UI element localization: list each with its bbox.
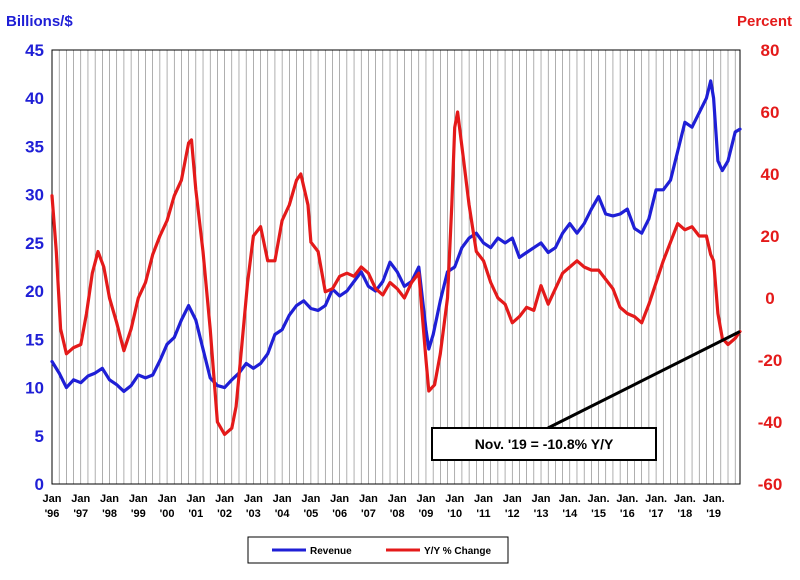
x-tick-label: Jan. — [588, 493, 610, 505]
series-line-yoy-change — [50, 110, 742, 436]
x-tick-label: Jan — [474, 493, 493, 505]
x-tick-label: '16 — [620, 508, 635, 520]
left-tick-label: 45 — [25, 41, 44, 60]
x-tick-label: '97 — [73, 508, 88, 520]
x-tick-label: Jan — [71, 493, 90, 505]
left-tick-label: 30 — [25, 186, 44, 205]
grid-lines — [58, 50, 736, 484]
right-tick-label: 60 — [761, 103, 780, 122]
x-tick-label: Jan — [445, 493, 464, 505]
right-tick-label: -20 — [758, 351, 783, 370]
x-tick-label: '09 — [419, 508, 434, 520]
x-tick-label: Jan — [503, 493, 522, 505]
legend: Revenue Y/Y % Change — [247, 536, 509, 564]
left-axis-ticks: 45 40 35 30 25 20 15 10 5 0 — [25, 41, 44, 494]
x-tick-label: Jan — [416, 493, 435, 505]
x-tick-label: '05 — [303, 508, 318, 520]
right-tick-label: -60 — [758, 475, 783, 494]
right-tick-label: -40 — [758, 413, 783, 432]
x-tick-label: '08 — [390, 508, 405, 520]
right-tick-label: 80 — [761, 41, 780, 60]
x-tick-label: Jan. — [559, 493, 581, 505]
x-tick-label: '04 — [275, 508, 291, 520]
x-tick-label: Jan — [301, 493, 320, 505]
left-tick-label: 20 — [25, 282, 44, 301]
x-tick-label: '18 — [677, 508, 692, 520]
x-tick-label: '14 — [562, 508, 578, 520]
left-tick-label: 35 — [25, 137, 44, 156]
left-tick-label: 0 — [35, 475, 44, 494]
x-axis-ticks: Jan '96 Jan '97 Jan '98 Jan '99 Jan '00 Jan '01 Jan '… — [43, 493, 725, 520]
x-tick-label: '10 — [447, 508, 462, 520]
annotation-box — [431, 427, 657, 461]
left-tick-label: 40 — [25, 89, 44, 108]
x-tick-label: '98 — [102, 508, 117, 520]
plot-area-border — [51, 49, 741, 485]
right-tick-label: 20 — [761, 227, 780, 246]
x-tick-label: '12 — [505, 508, 520, 520]
x-tick-label: Jan — [43, 493, 62, 505]
left-axis-title: Billions/$ — [6, 13, 73, 30]
right-tick-label: 40 — [761, 165, 780, 184]
x-tick-label: '19 — [706, 508, 721, 520]
annotation-callout: Nov. '19 = -10.8% Y/Y — [431, 330, 741, 461]
left-tick-label: 10 — [25, 379, 44, 398]
x-tick-label: '99 — [131, 508, 146, 520]
legend-label-revenue: Revenue — [310, 546, 352, 557]
x-tick-label: Jan — [388, 493, 407, 505]
x-tick-label: Jan. — [674, 493, 696, 505]
right-tick-label: 0 — [765, 289, 774, 308]
x-tick-label: '17 — [649, 508, 664, 520]
x-tick-label: Jan. — [645, 493, 667, 505]
x-tick-label: Jan — [359, 493, 378, 505]
x-tick-label: Jan — [186, 493, 205, 505]
x-tick-label: '06 — [332, 508, 347, 520]
x-tick-label: Jan — [129, 493, 148, 505]
x-tick-label: Jan — [100, 493, 119, 505]
x-tick-label: '03 — [246, 508, 261, 520]
x-tick-label: Jan — [330, 493, 349, 505]
x-tick-label: '07 — [361, 508, 376, 520]
series-layer — [50, 79, 742, 436]
x-tick-label: Jan — [532, 493, 551, 505]
x-tick-label: Jan — [158, 493, 177, 505]
right-axis-title: Percent — [737, 13, 792, 30]
x-tick-label: '11 — [476, 508, 490, 520]
x-tick-label: Jan — [273, 493, 292, 505]
x-tick-label: '02 — [217, 508, 232, 520]
x-tick-label: '96 — [45, 508, 60, 520]
series-line-revenue — [50, 79, 742, 393]
x-tick-label: Jan — [244, 493, 263, 505]
x-tick-label: '00 — [160, 508, 175, 520]
annotation-arrow — [547, 330, 741, 430]
x-tick-label: '15 — [591, 508, 606, 520]
left-tick-label: 15 — [25, 330, 44, 349]
x-tick-label: Jan. — [703, 493, 725, 505]
right-axis-ticks: 80 60 40 20 0 -20 -40 -60 — [758, 41, 783, 494]
annotation-text: Nov. '19 = -10.8% Y/Y — [475, 436, 614, 452]
left-tick-label: 5 — [35, 427, 44, 446]
x-tick-label: '01 — [188, 508, 203, 520]
left-tick-label: 25 — [25, 234, 44, 253]
x-tick-label: '13 — [534, 508, 549, 520]
x-tick-label: Jan. — [616, 493, 638, 505]
legend-label-yoy: Y/Y % Change — [424, 546, 491, 557]
x-tick-label: Jan — [215, 493, 234, 505]
